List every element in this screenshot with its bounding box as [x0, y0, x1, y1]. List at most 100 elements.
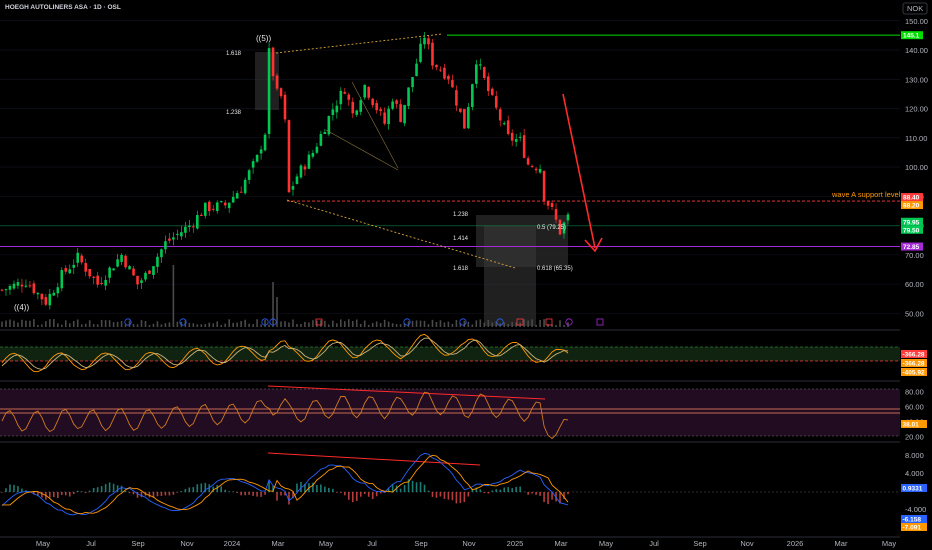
candle-body [534, 168, 538, 171]
cci-signal-line [1, 337, 569, 370]
earnings-marker[interactable] [516, 318, 524, 326]
candle-body [526, 158, 530, 165]
macd-hist-bar [359, 492, 362, 497]
volume-bar [371, 322, 374, 327]
candle-body [124, 255, 127, 268]
macd-hist-bar [1, 492, 3, 493]
dividend-marker[interactable] [269, 318, 277, 326]
volume-bar [144, 320, 147, 327]
candle-body [4, 289, 8, 291]
volume-bar [33, 319, 35, 327]
indicator-tag-label: 38.01 [903, 422, 920, 429]
candle-body [0, 289, 4, 291]
macd-hist-bar [172, 492, 175, 495]
macd-hist-bar [80, 491, 83, 492]
candle-body [498, 109, 502, 121]
volume-bar [152, 323, 155, 327]
candle-body [192, 226, 195, 228]
volume-bar [116, 321, 119, 327]
volume-bar [120, 320, 123, 327]
candle-body [343, 91, 347, 94]
price-tick: 150.00 [905, 17, 928, 26]
currency-button[interactable]: NOK [902, 2, 928, 15]
volume-bar [284, 321, 286, 327]
dividend-marker[interactable] [565, 318, 573, 326]
candle-body [530, 166, 534, 168]
volume-bar [112, 322, 115, 327]
candle-body [423, 37, 426, 45]
candle-body [471, 84, 474, 108]
macd-hist-bar [300, 481, 302, 492]
candle-body [203, 202, 207, 216]
dividend-marker[interactable] [459, 318, 467, 326]
macd-hist-bar [184, 489, 187, 492]
earnings-marker[interactable] [596, 318, 604, 326]
macd-hist-bar [495, 489, 498, 492]
candle-body [251, 161, 255, 168]
dividend-marker[interactable] [179, 318, 187, 326]
candle-body [514, 139, 518, 142]
candle-body [116, 259, 119, 267]
price-tag-label: 88.40 [903, 195, 920, 202]
candle-body [315, 146, 319, 153]
dividend-marker[interactable] [261, 318, 269, 326]
candle-body [427, 38, 430, 45]
candle-body [144, 272, 147, 280]
earnings-marker[interactable] [315, 318, 323, 326]
macd-hist-bar [447, 492, 450, 500]
volume-bar [316, 320, 318, 327]
volume-bar [13, 320, 15, 327]
macd-hist-bar [531, 492, 533, 494]
price-tick: 110.00 [905, 134, 927, 143]
macd-hist-bar [471, 488, 474, 492]
volume-bar [164, 323, 167, 327]
candle-body [395, 100, 398, 104]
candle-body [371, 98, 374, 105]
candle-body [243, 179, 247, 194]
volume-bar [132, 324, 135, 327]
candle-body [12, 283, 16, 289]
time-tick: Jul [86, 539, 96, 548]
macd-hist-bar [320, 484, 322, 492]
candle-body [56, 287, 60, 294]
volume-bar [224, 323, 227, 327]
earnings-marker[interactable] [545, 318, 553, 326]
candle-body [518, 136, 522, 138]
time-tick: Nov [740, 539, 754, 548]
price-tick: 100.00 [905, 163, 928, 172]
candle-body [20, 284, 24, 287]
candle-body [367, 86, 371, 98]
macd-hist-bar [403, 485, 406, 492]
volume-bar [519, 322, 521, 327]
macd-signal-line [2, 454, 569, 515]
price-tag-label: 72.85 [903, 244, 920, 251]
candle-body [120, 254, 123, 262]
candle-body [188, 225, 191, 228]
volume-bar [200, 324, 203, 327]
macd-hist-bar [284, 492, 286, 496]
macd-hist-bar [33, 492, 35, 495]
volume-bar [296, 323, 298, 327]
candle-body [439, 69, 442, 71]
time-tick: 2025 [507, 539, 524, 548]
indicator-tag [901, 523, 927, 531]
candle-body [259, 149, 263, 154]
volume-bar [248, 323, 250, 327]
volume-bar [431, 319, 434, 327]
price-tag [901, 225, 923, 234]
macd-hist-bar [268, 480, 270, 492]
dividend-marker[interactable] [496, 318, 504, 326]
candle-body [275, 75, 279, 89]
macd-divergence [267, 452, 481, 466]
volume-bar [244, 319, 246, 327]
indicator-tag [901, 359, 927, 367]
candle-body [339, 90, 343, 105]
candle-body [76, 252, 80, 263]
volume-bar [363, 320, 366, 327]
dividend-marker[interactable] [124, 318, 132, 326]
volume-bar [467, 321, 470, 327]
dividend-marker[interactable] [403, 318, 411, 326]
macd-hist-bar [49, 492, 51, 498]
volume-bar [57, 323, 59, 327]
